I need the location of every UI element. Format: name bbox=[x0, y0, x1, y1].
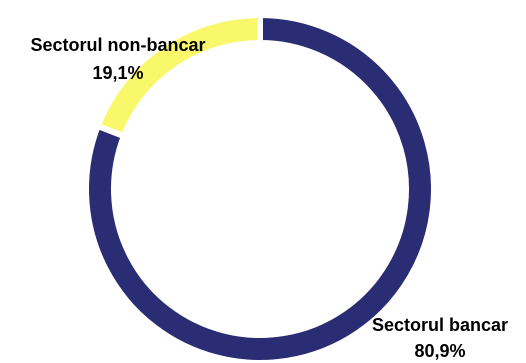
slice-label-non-bancar-value: 19,1% bbox=[92, 63, 143, 83]
slice-sectorul-bancar bbox=[83, 11, 437, 363]
slice-label-bancar-name: Sectorul bancar bbox=[372, 315, 508, 335]
slice-label-bancar-value: 80,9% bbox=[414, 341, 465, 361]
slice-label-non-bancar-name: Sectorul non-bancar bbox=[30, 35, 205, 55]
donut-slices bbox=[83, 11, 437, 363]
slice-sectorul-non-bancar bbox=[93, 11, 263, 140]
